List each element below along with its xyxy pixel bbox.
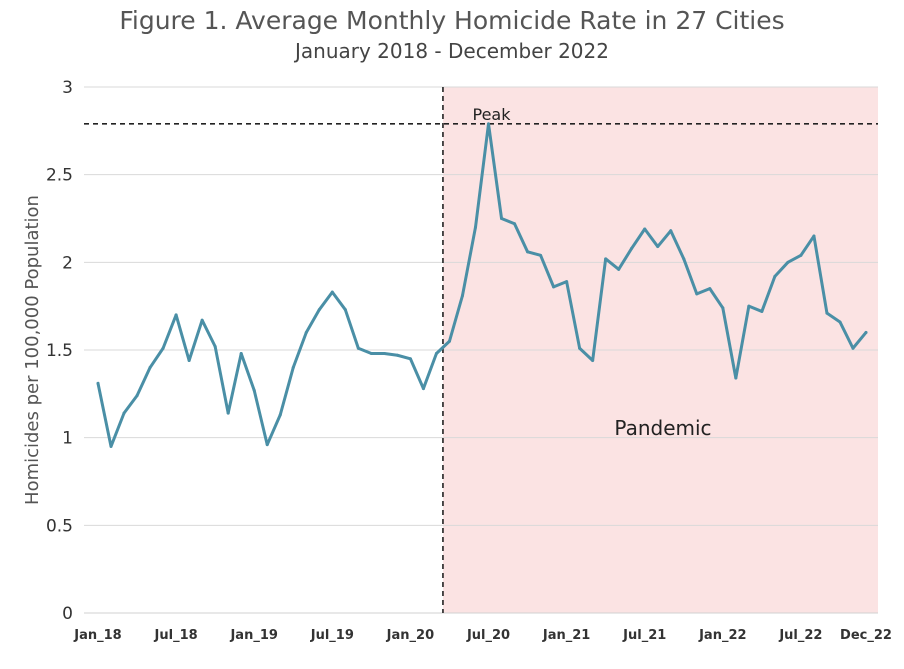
chart-subtitle: January 2018 - December 2022 [295,39,609,63]
data-point [851,346,855,350]
data-point [695,292,699,296]
data-point [500,217,504,220]
data-point [617,267,621,271]
data-point [356,346,360,350]
data-point [565,280,569,284]
data-point [122,411,126,415]
y-tick-label: 2.5 [46,166,73,186]
data-point [760,309,764,313]
x-tick-label: Dec_22 [840,628,892,643]
data-point [734,376,738,380]
data-point [278,413,282,417]
x-tick-label: Jul_21 [622,628,666,643]
x-axis-ticks: Jan_18 Jul_18 Jan_19 Jul_19 Jan_20 Jul_20 Jan_… [73,628,892,643]
data-point [643,227,647,231]
data-point [838,320,842,324]
y-axis-title: Homicides per 100,000 Population [22,195,43,505]
data-point [317,308,321,312]
data-point [513,222,517,226]
data-point [187,359,191,363]
data-point [591,359,595,363]
data-point [148,366,152,370]
data-point [604,257,608,261]
data-point [682,257,686,261]
data-point [539,253,543,257]
data-points [96,122,868,448]
y-tick-label: 0.5 [46,516,73,536]
data-point [434,352,438,356]
peak-annotation: Peak [473,105,512,124]
y-tick-label: 1 [62,429,73,449]
series-line-homicide-rate [96,122,868,448]
x-tick-label: Jan_19 [229,628,277,643]
data-point [304,330,308,334]
y-axis-ticks: 0 0.5 1 1.5 2 2.5 3 [46,78,73,624]
data-point [239,352,243,356]
x-tick-label: Jan_22 [698,628,746,643]
data-point [773,274,777,278]
x-tick-label: Jan_21 [542,628,590,643]
data-point [799,253,803,257]
data-point [382,352,386,356]
data-point [200,318,204,322]
x-tick-label: Jul_18 [154,628,198,643]
data-point [669,229,673,233]
chart-title: Figure 1. Average Monthly Homicide Rate … [119,6,785,35]
y-tick-label: 3 [62,78,73,98]
data-point [552,285,556,289]
data-point [343,308,347,312]
data-point [421,387,425,391]
data-point [395,353,399,357]
data-point [213,344,217,348]
data-point [330,290,334,294]
data-point [265,443,269,447]
data-point [226,411,230,415]
data-point [447,339,451,343]
x-tick-label: Jan_18 [73,628,121,643]
x-tick-label: Jul_20 [466,628,510,643]
data-point [786,260,790,264]
data-point [747,304,751,308]
data-point [252,388,256,392]
data-point [135,394,139,398]
data-point [161,346,165,350]
data-point [812,234,816,238]
data-point [487,122,491,126]
y-tick-label: 1.5 [46,341,73,361]
data-point [473,225,477,229]
y-tick-label: 0 [62,604,73,624]
data-point [708,287,712,291]
data-point [174,313,178,317]
data-point [96,381,100,385]
x-tick-label: Jan_20 [386,628,434,643]
data-point [864,330,868,334]
data-point [578,346,582,350]
data-point [369,352,373,356]
pandemic-annotation: Pandemic [614,416,711,440]
data-point [291,366,295,370]
data-point [526,250,530,254]
data-point [656,245,660,249]
data-point [630,246,634,250]
y-tick-label: 2 [62,253,73,273]
x-tick-label: Jul_19 [310,628,354,643]
data-point [109,444,113,448]
data-point [721,306,725,310]
data-point [460,294,464,298]
data-point [408,357,412,361]
x-tick-label: Jul_22 [778,628,822,643]
data-point [825,311,829,315]
